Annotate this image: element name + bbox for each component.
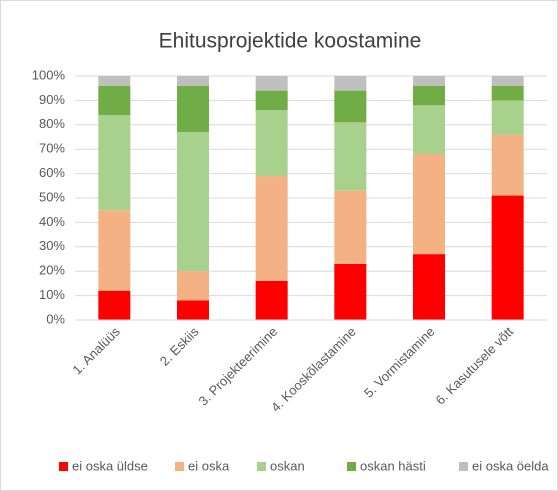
y-tick-label: 0% <box>46 311 65 326</box>
y-tick-label: 70% <box>39 141 65 156</box>
bar-segment <box>98 76 131 86</box>
bar-segment <box>177 271 209 301</box>
y-tick-label: 20% <box>39 263 65 278</box>
bar-segment <box>491 134 524 196</box>
bar-segment <box>413 76 445 86</box>
y-tick-label: 50% <box>39 189 65 204</box>
bar-segment <box>413 105 445 155</box>
bar-segment <box>491 76 524 86</box>
y-tick-label: 90% <box>39 92 65 107</box>
legend-swatch <box>459 462 468 471</box>
bar-segment <box>255 110 288 177</box>
bar-segment <box>177 132 209 272</box>
y-tick-label: 80% <box>39 116 65 131</box>
bar-segment <box>491 100 524 135</box>
bar-segment <box>413 154 445 255</box>
bar-segment <box>177 300 209 320</box>
bar-segment <box>255 90 288 111</box>
bar-segment <box>413 254 445 320</box>
legend-label: oskan hästi <box>360 458 426 473</box>
legend-label: oskan <box>270 458 305 473</box>
legend-label: ei oska <box>188 458 230 473</box>
legend-label: ei oska öelda <box>472 458 549 473</box>
y-tick-label: 40% <box>39 214 65 229</box>
bar-segment <box>255 280 288 320</box>
y-tick-label: 100% <box>32 67 66 82</box>
bar-segment <box>334 76 367 91</box>
bar-segment <box>98 115 131 211</box>
chart-title: Ehitusprojektide koostamine <box>159 30 422 53</box>
bar-segment <box>177 76 209 86</box>
y-tick-label: 30% <box>39 238 65 253</box>
bar-segment <box>334 263 367 320</box>
legend-label: ei oska üldse <box>72 458 148 473</box>
y-tick-label: 60% <box>39 165 65 180</box>
legend-swatch <box>59 462 68 471</box>
bar-segment <box>98 290 131 320</box>
y-tick-label: 10% <box>39 287 65 302</box>
bar-segment <box>334 190 367 264</box>
bar-segment <box>491 85 524 101</box>
legend-swatch <box>347 462 356 471</box>
bar-segment <box>334 122 367 191</box>
bar-segment <box>98 85 131 116</box>
legend-swatch <box>175 462 184 471</box>
bar-segment <box>491 195 524 320</box>
bar-segment <box>177 85 209 133</box>
legend-swatch <box>257 462 266 471</box>
bar-segment <box>334 90 367 123</box>
bar-segment <box>255 176 288 281</box>
bar-segment <box>255 76 288 91</box>
bar-segment <box>98 210 131 291</box>
bar-segment <box>413 85 445 106</box>
